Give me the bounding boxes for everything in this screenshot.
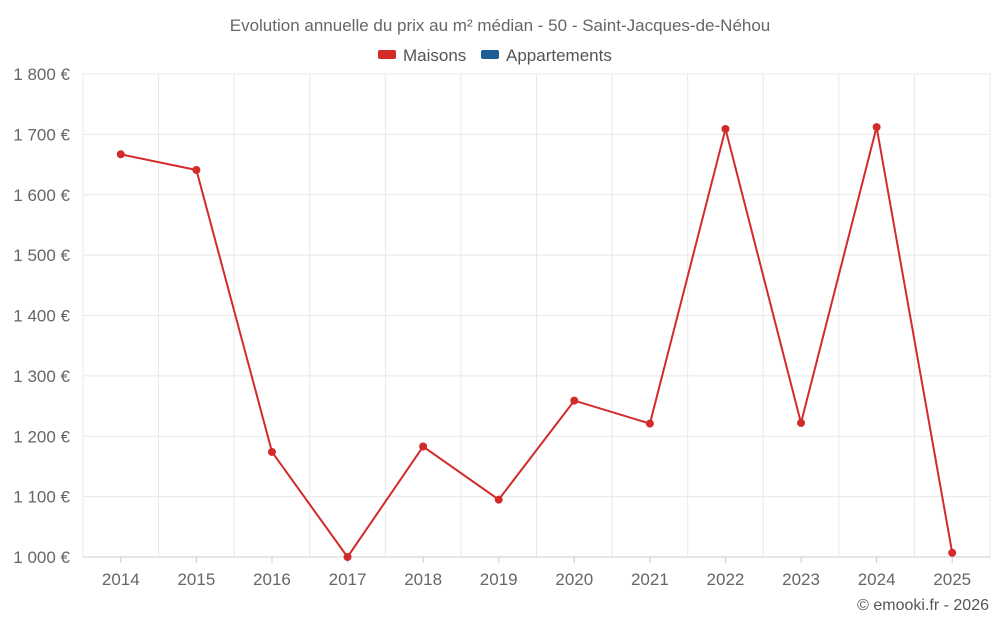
x-tick-label: 2024	[858, 570, 896, 589]
data-point-2021[interactable]	[645, 419, 654, 428]
x-tick-label: 2017	[329, 570, 367, 589]
data-point-2018[interactable]	[419, 442, 428, 451]
x-tick-label: 2021	[631, 570, 669, 589]
x-tick-label: 2023	[782, 570, 820, 589]
y-tick-label: 1 700 €	[13, 125, 70, 144]
legend-label-appartements: Appartements	[506, 46, 612, 65]
x-axis: 2014 2015 2016 2017 2018 2019 2020 2021 2022 2023…	[83, 556, 990, 589]
data-point-2014[interactable]	[116, 150, 125, 159]
data-point-2016[interactable]	[267, 447, 276, 456]
x-tick-label: 2014	[102, 570, 140, 589]
legend-swatch-appartements	[481, 50, 499, 59]
data-point-2019[interactable]	[494, 495, 503, 504]
legend-swatch-maisons	[378, 50, 396, 59]
y-tick-label: 1 300 €	[13, 367, 70, 386]
credit-text: © emooki.fr - 2026	[857, 597, 989, 614]
x-tick-label: 2015	[177, 570, 215, 589]
x-tick-label: 2020	[555, 570, 593, 589]
y-axis: 1 000 € 1 100 € 1 200 € 1 300 € 1 400 € 1 500…	[13, 65, 70, 567]
x-tick-label: 2018	[404, 570, 442, 589]
data-point-2020[interactable]	[570, 396, 579, 405]
y-tick-label: 1 200 €	[13, 427, 70, 446]
series-line-maisons	[120, 126, 954, 559]
y-tick-label: 1 500 €	[13, 246, 70, 265]
legend-label-maisons: Maisons	[403, 46, 466, 65]
y-tick-label: 1 100 €	[13, 488, 70, 507]
chart-title: Evolution annuelle du prix au m² médian …	[230, 16, 771, 35]
data-point-2025[interactable]	[948, 548, 957, 557]
x-tick-label: 2022	[707, 570, 745, 589]
x-tick-label: 2016	[253, 570, 291, 589]
data-point-2023[interactable]	[797, 418, 806, 427]
data-point-2022[interactable]	[721, 124, 730, 133]
legend[interactable]: Maisons Appartements	[378, 46, 612, 65]
data-point-2015[interactable]	[192, 165, 201, 174]
data-point-2017[interactable]	[343, 553, 352, 561]
data-point-2024[interactable]	[872, 123, 881, 132]
grid	[82, 73, 991, 558]
y-tick-label: 1 000 €	[13, 548, 70, 567]
x-tick-label: 2019	[480, 570, 518, 589]
legend-item-appartements[interactable]: Appartements	[481, 46, 612, 65]
y-tick-label: 1 400 €	[13, 307, 70, 326]
y-tick-label: 1 600 €	[13, 186, 70, 205]
y-tick-label: 1 800 €	[13, 65, 70, 84]
series-maisons	[116, 123, 957, 561]
legend-item-maisons[interactable]: Maisons	[378, 46, 466, 65]
x-tick-label: 2025	[933, 570, 971, 589]
